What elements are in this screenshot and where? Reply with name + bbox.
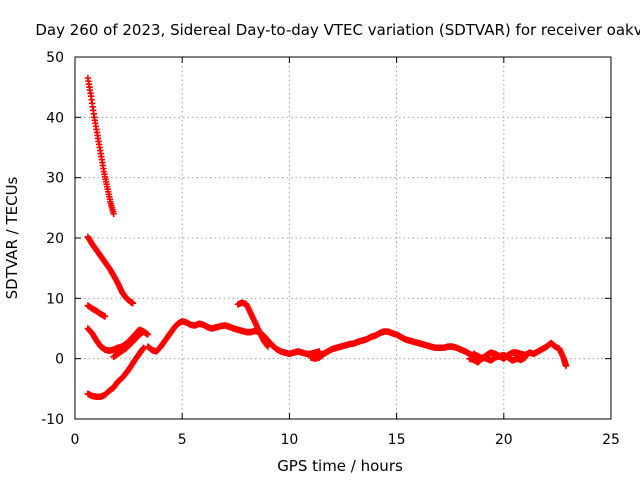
chart-title: Day 260 of 2023, Sidereal Day-to-day VTE… (35, 21, 640, 39)
y-tick-label: 20 (46, 231, 64, 247)
series-arc-main (144, 318, 323, 358)
x-tick-label: 15 (388, 432, 406, 448)
y-tick-label: 10 (46, 291, 64, 307)
x-tick-label: 25 (602, 432, 620, 448)
x-tick-label: 0 (71, 432, 80, 448)
x-axis-label: GPS time / hours (277, 457, 403, 475)
series-arc-mid (307, 328, 477, 362)
data-point (316, 348, 323, 355)
tick-labels: 0 5 10 15 20 25 -10 0 10 20 30 40 50 (41, 50, 620, 448)
series-arc-high (84, 74, 117, 218)
axis-ticks (74, 56, 612, 420)
data-points (84, 74, 570, 400)
y-axis-label: SDTVAR / TECUs (3, 176, 21, 299)
y-tick-label: 0 (55, 352, 64, 368)
series-arc-9 (84, 302, 109, 320)
series-arc-5 (84, 325, 152, 355)
y-tick-label: 50 (46, 50, 64, 66)
data-point (101, 313, 109, 320)
x-tick-label: 10 (280, 432, 298, 448)
data-point (264, 343, 272, 350)
data-point (144, 331, 152, 338)
data-point (562, 362, 570, 370)
data-point (110, 210, 117, 218)
y-tick-label: 40 (46, 110, 64, 126)
y-tick-label: 30 (46, 171, 64, 187)
y-tick-label: -10 (41, 412, 64, 428)
x-tick-label: 5 (178, 432, 187, 448)
series-arc-late-low (466, 351, 529, 366)
series-arc-neg (84, 344, 147, 400)
x-tick-label: 20 (495, 432, 513, 448)
data-point (522, 354, 529, 361)
series-arc-low (110, 328, 147, 361)
data-point (140, 328, 147, 335)
series-arc-8 (234, 299, 272, 350)
series-arc-20 (84, 233, 137, 307)
data-point (129, 299, 137, 307)
